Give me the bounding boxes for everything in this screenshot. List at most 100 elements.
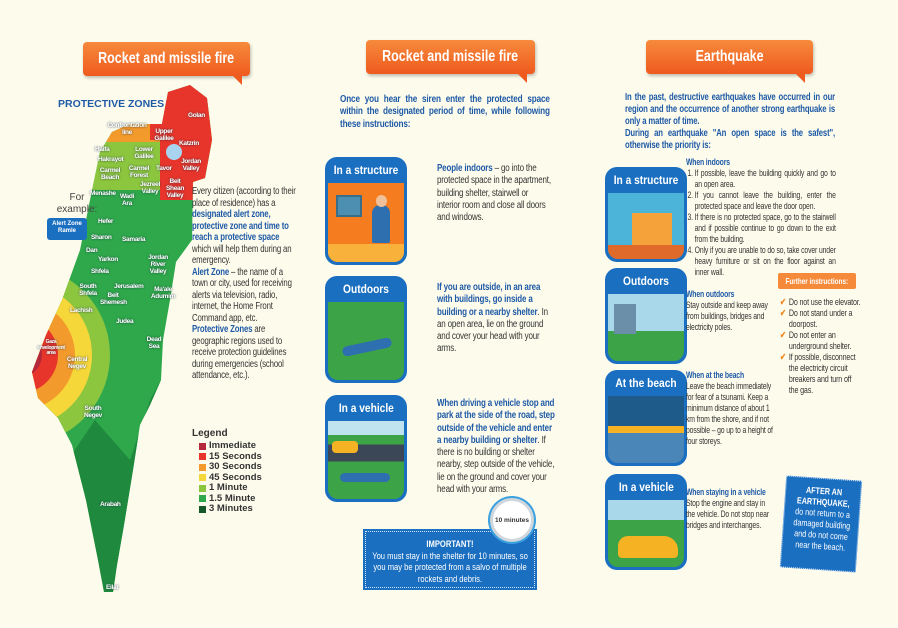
map-label: Sharon: [91, 234, 112, 241]
map-label: Lachish: [70, 307, 93, 314]
legend-label: 30 Seconds: [209, 461, 262, 472]
legend-item: 30 Seconds: [199, 461, 262, 473]
map-label: Beit Shemesh: [100, 292, 127, 306]
after-earthquake-box: AFTER AN EARTHQUAKE, do not return to a d…: [779, 475, 863, 573]
person-sheltering-illustration: [328, 183, 404, 262]
map-label: Ma'ale Adumim: [150, 286, 176, 300]
further-item: ✔ Do not enter an underground shelter.: [780, 330, 852, 352]
eq-card-in-structure: In a structure: [605, 167, 687, 262]
tsunami-illustration: [608, 396, 684, 463]
map-label: Katzrin: [179, 140, 199, 147]
map-label: South Negev: [83, 405, 102, 419]
siren-intro: Once you hear the siren enter the protec…: [340, 93, 550, 130]
eq-card-vehicle: In a vehicle: [605, 474, 687, 570]
map-label: Lower Galilee: [134, 146, 154, 160]
map-label: Upper Galilee: [154, 128, 174, 142]
map-label: Yarkon: [98, 256, 118, 263]
indoors-step: Only if you are unable to do so, take co…: [695, 245, 836, 278]
legend-item: Immediate: [199, 440, 262, 452]
map-label: Arabah: [100, 501, 121, 508]
left-banner: Rocket and missile fire: [83, 42, 250, 85]
person-lying-illustration: [328, 302, 404, 380]
protective-zones-map: [32, 85, 212, 592]
checkmark-icon: ✔: [780, 297, 786, 308]
timer-icon: 10 minutes: [490, 498, 534, 542]
legend-swatch: [199, 442, 206, 450]
map-label: Jordan Valley: [181, 158, 201, 172]
card-in-vehicle: In a vehicle: [325, 395, 407, 502]
further-instructions-list: ✔ Do not use the elevator. ✔ Do not stand u…: [780, 297, 862, 396]
map-label: Eilat: [106, 584, 119, 591]
eq-card-outdoors: Outdoors: [605, 268, 687, 364]
in-structure-text: People indoors – go into the protected s…: [437, 163, 551, 224]
earthquake-intro: In the past, destructive earthquakes hav…: [625, 92, 835, 151]
house-exit-illustration: [608, 193, 684, 259]
legend-swatch: [199, 484, 206, 492]
indoors-step: If you cannot leave the building, enter …: [695, 190, 836, 212]
when-vehicle: When staying in a vehicle Stop the engine…: [686, 487, 769, 531]
map-label: Confrontation line: [107, 122, 147, 136]
further-item: ✔ Do not stand under a doorpost.: [780, 308, 853, 330]
car-illustration: [608, 500, 684, 567]
map-label: Beit Shean Valley: [165, 178, 184, 199]
further-item: ✔ Do not use the elevator.: [780, 297, 861, 308]
map-label: Hefer: [98, 218, 114, 225]
map-label: Jezreel Valley: [140, 181, 160, 195]
map-label: Jordan River Valley: [148, 254, 168, 275]
map-label: Samaria: [122, 236, 146, 243]
city-outdoors-illustration: [608, 294, 684, 361]
right-banner: Earthquake: [646, 40, 813, 83]
middle-banner: Rocket and missile fire: [366, 40, 535, 83]
legend-title: Legend: [192, 428, 228, 439]
when-indoors: When indoors If possible, leave the buil…: [686, 157, 836, 278]
checkmark-icon: ✔: [780, 308, 786, 319]
when-beach: When at the beach Leave the beach immedia…: [686, 370, 773, 447]
legend-label: Immediate: [209, 440, 256, 451]
zones-intro: Every citizen (according to their place …: [192, 186, 296, 381]
further-instructions-badge: Further instructions:: [778, 273, 856, 289]
legend-item: 45 Seconds: [199, 471, 262, 484]
legend-swatch: [199, 463, 206, 471]
map-label: Dan: [86, 247, 98, 254]
legend-swatch: [199, 505, 206, 513]
legend-item: 1 Minute: [199, 482, 262, 494]
eq-card-beach: At the beach: [605, 370, 687, 466]
checkmark-icon: ✔: [780, 330, 786, 341]
legend-label: 1 Minute: [209, 482, 248, 493]
card-in-structure: In a structure: [325, 157, 407, 265]
indoors-step: If possible, leave the building quickly …: [695, 168, 836, 190]
map-label: Carmel Forest: [128, 165, 150, 179]
map-label: Judea: [116, 318, 134, 325]
legend-swatch: [199, 453, 206, 461]
legend-swatch: [199, 495, 206, 503]
further-item: ✔ If possible, disconnect the electricity…: [780, 352, 856, 396]
indoors-step: If there is no protected space, go to th…: [695, 212, 836, 245]
legend-item: 15 Seconds: [199, 450, 262, 463]
map-label: Central Negev: [66, 356, 88, 370]
map-label: Haifa: [95, 146, 110, 153]
outdoors-text: If you are outside, in an area with buil…: [437, 282, 548, 355]
map-label: Menashe: [90, 190, 116, 197]
map-label: Hakrayot: [98, 156, 124, 163]
checkmark-icon: ✔: [780, 352, 786, 363]
example-bubble: Alert Zone Ramle: [47, 218, 87, 240]
legend: Legend Immediate 15 Seconds 30 Seconds 45 S…: [192, 428, 262, 515]
map-label: Golan: [188, 112, 205, 119]
example-label: For example:: [56, 192, 98, 215]
legend-label: 15 Seconds: [209, 450, 262, 462]
card-outdoors: Outdoors: [325, 276, 407, 383]
legend-item: 3 Minutes: [199, 503, 262, 515]
map-label: Dead Sea: [146, 336, 162, 350]
map-title: PROTECTIVE ZONES MAP: [58, 98, 191, 110]
map-label: Carmel Beach: [99, 167, 121, 181]
when-outdoors: When outdoors Stay outside and keep away …: [686, 289, 768, 333]
legend-label: 1.5 Minute: [209, 492, 256, 504]
legend-item: 1.5 Minute: [199, 492, 262, 505]
map-label: Tavor: [156, 165, 172, 172]
legend-swatch: [199, 474, 206, 482]
map-label: Wadi Ara: [119, 193, 135, 207]
map-label: South Shfela: [79, 283, 97, 297]
in-vehicle-text: When driving a vehicle stop and park at …: [437, 398, 555, 496]
vehicle-roadside-illustration: [328, 421, 404, 499]
legend-label: 45 Seconds: [209, 471, 262, 483]
